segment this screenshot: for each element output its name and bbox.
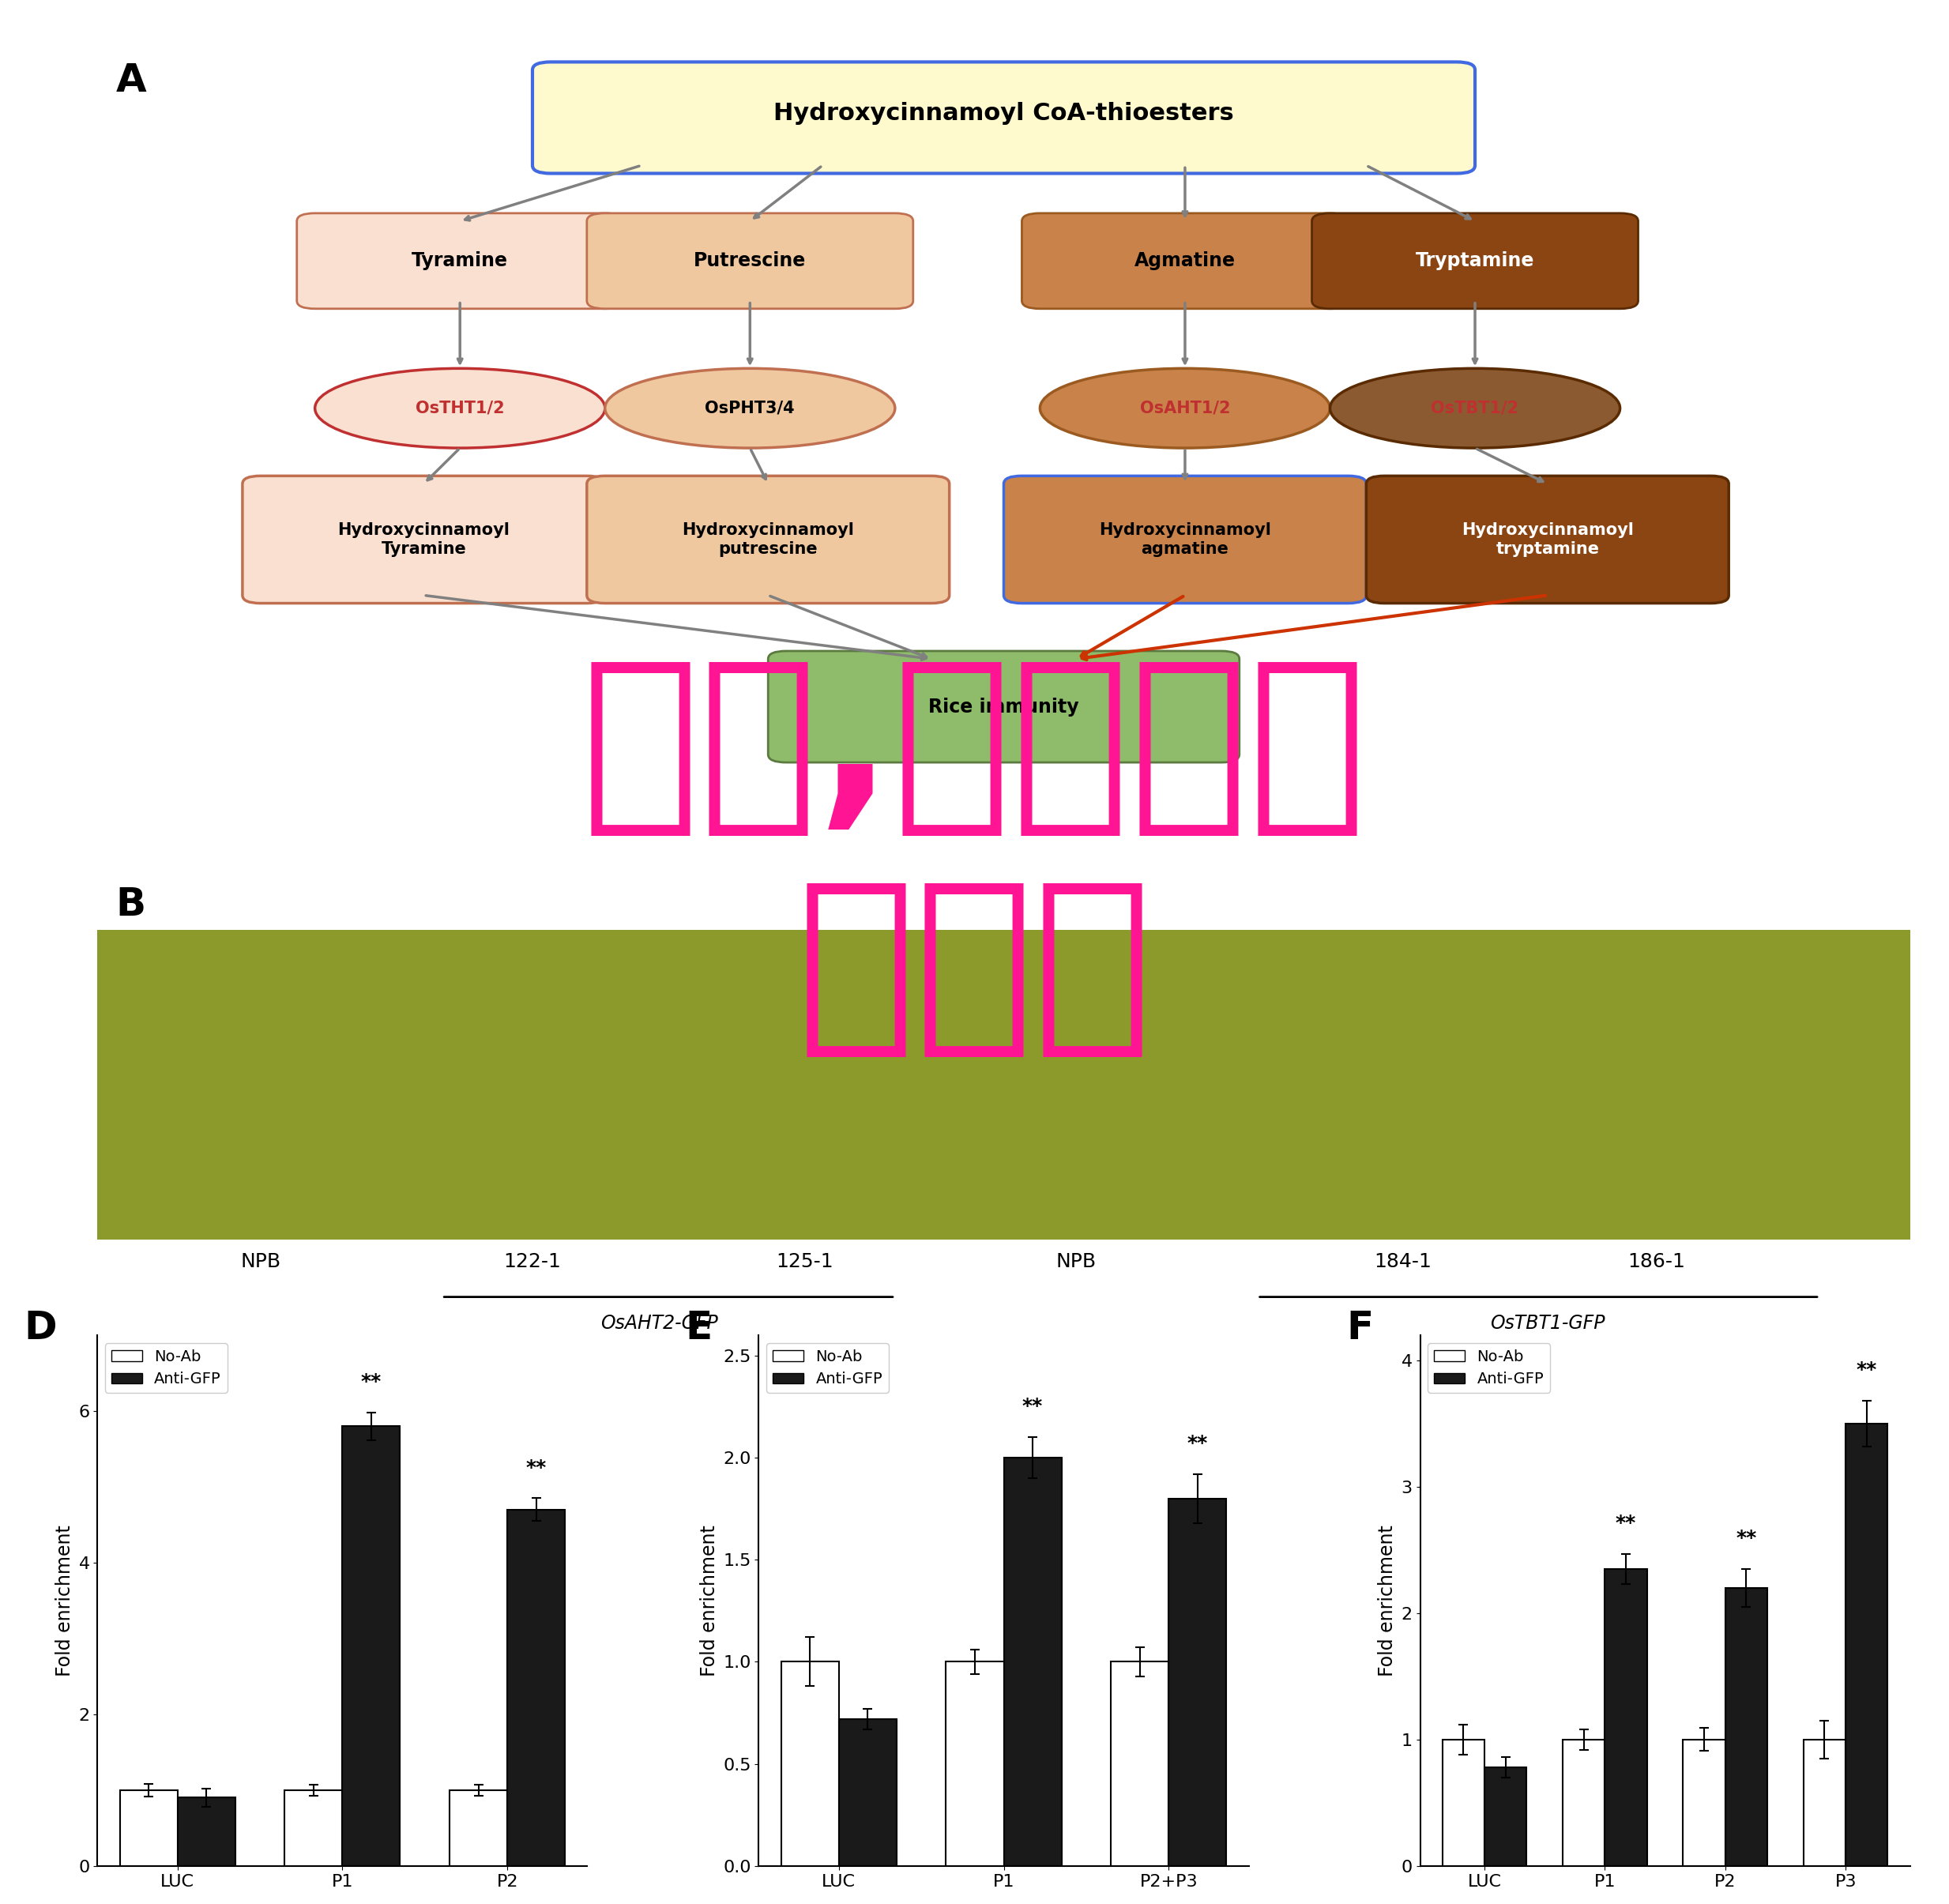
Text: NPB: NPB xyxy=(240,1253,281,1272)
Text: 122-1: 122-1 xyxy=(503,1253,561,1272)
Bar xyxy=(782,1662,838,1866)
Text: **: ** xyxy=(361,1373,382,1392)
Text: Tryptamine: Tryptamine xyxy=(1415,251,1534,270)
FancyBboxPatch shape xyxy=(97,929,1910,1240)
Bar xyxy=(1684,1740,1725,1866)
FancyBboxPatch shape xyxy=(242,476,604,604)
FancyBboxPatch shape xyxy=(587,476,949,604)
Text: Hydroxycinnamoyl
putrescine: Hydroxycinnamoyl putrescine xyxy=(682,522,854,556)
Y-axis label: Fold enrichment: Fold enrichment xyxy=(55,1525,74,1676)
Bar xyxy=(1846,1424,1889,1866)
Text: Tyramine: Tyramine xyxy=(411,251,509,270)
Text: Rice immunity: Rice immunity xyxy=(928,697,1080,716)
Text: 当当,最新液晶
电视＋: 当当,最新液晶 电视＋ xyxy=(581,651,1368,1062)
Bar xyxy=(1604,1569,1647,1866)
Bar xyxy=(119,1790,177,1866)
Legend: No-Ab, Anti-GFP: No-Ab, Anti-GFP xyxy=(105,1342,228,1394)
Ellipse shape xyxy=(1041,367,1329,447)
Y-axis label: Fold enrichment: Fold enrichment xyxy=(1378,1525,1397,1676)
FancyBboxPatch shape xyxy=(532,63,1475,173)
Text: 186-1: 186-1 xyxy=(1627,1253,1686,1272)
Bar xyxy=(507,1510,565,1866)
Ellipse shape xyxy=(316,367,604,447)
Text: OsTHT1/2: OsTHT1/2 xyxy=(415,400,505,417)
Text: Hydroxycinnamoyl CoA-thioesters: Hydroxycinnamoyl CoA-thioesters xyxy=(774,103,1234,126)
Bar xyxy=(1725,1588,1768,1866)
Text: **: ** xyxy=(1021,1398,1043,1417)
Text: **: ** xyxy=(1737,1529,1756,1548)
Text: **: ** xyxy=(526,1458,546,1478)
Bar xyxy=(838,1719,897,1866)
Text: Agmatine: Agmatine xyxy=(1134,251,1236,270)
Bar xyxy=(177,1797,236,1866)
Text: **: ** xyxy=(1616,1514,1637,1533)
Ellipse shape xyxy=(1329,367,1620,447)
Text: 125-1: 125-1 xyxy=(776,1253,832,1272)
Text: OsTBT1/2: OsTBT1/2 xyxy=(1431,400,1518,417)
Y-axis label: Fold enrichment: Fold enrichment xyxy=(700,1525,719,1676)
Text: Putrescine: Putrescine xyxy=(694,251,807,270)
Text: F: F xyxy=(1347,1308,1374,1346)
Text: B: B xyxy=(115,885,146,923)
FancyBboxPatch shape xyxy=(587,213,912,308)
Text: OsPHT3/4: OsPHT3/4 xyxy=(706,400,795,417)
Text: **: ** xyxy=(1855,1361,1877,1380)
Ellipse shape xyxy=(604,367,895,447)
FancyBboxPatch shape xyxy=(1021,213,1349,308)
Text: **: ** xyxy=(1187,1434,1208,1453)
Bar xyxy=(450,1790,507,1866)
FancyBboxPatch shape xyxy=(296,213,624,308)
Bar xyxy=(1442,1740,1485,1866)
Text: OsAHT1/2: OsAHT1/2 xyxy=(1140,400,1230,417)
Text: Hydroxycinnamoyl
agmatine: Hydroxycinnamoyl agmatine xyxy=(1099,522,1271,556)
Text: NPB: NPB xyxy=(1056,1253,1097,1272)
Bar xyxy=(945,1662,1004,1866)
Bar xyxy=(1803,1740,1846,1866)
Bar xyxy=(1111,1662,1169,1866)
FancyBboxPatch shape xyxy=(1366,476,1729,604)
Text: 184-1: 184-1 xyxy=(1374,1253,1431,1272)
Legend: No-Ab, Anti-GFP: No-Ab, Anti-GFP xyxy=(766,1342,889,1394)
Text: E: E xyxy=(686,1308,711,1346)
Bar xyxy=(1485,1767,1526,1866)
Bar xyxy=(343,1426,400,1866)
Text: Hydroxycinnamoyl
tryptamine: Hydroxycinnamoyl tryptamine xyxy=(1462,522,1633,556)
Legend: No-Ab, Anti-GFP: No-Ab, Anti-GFP xyxy=(1429,1342,1549,1394)
FancyBboxPatch shape xyxy=(1312,213,1637,308)
Text: A: A xyxy=(115,63,146,99)
Bar xyxy=(285,1790,343,1866)
Bar xyxy=(1563,1740,1604,1866)
Text: Hydroxycinnamoyl
Tyramine: Hydroxycinnamoyl Tyramine xyxy=(337,522,511,556)
Text: D: D xyxy=(23,1308,57,1346)
Text: OsTBT1-GFP: OsTBT1-GFP xyxy=(1491,1314,1604,1333)
FancyBboxPatch shape xyxy=(1004,476,1366,604)
Text: OsAHT2-GFP: OsAHT2-GFP xyxy=(600,1314,717,1333)
Bar xyxy=(1169,1498,1226,1866)
Bar xyxy=(1004,1458,1062,1866)
FancyBboxPatch shape xyxy=(768,651,1240,762)
